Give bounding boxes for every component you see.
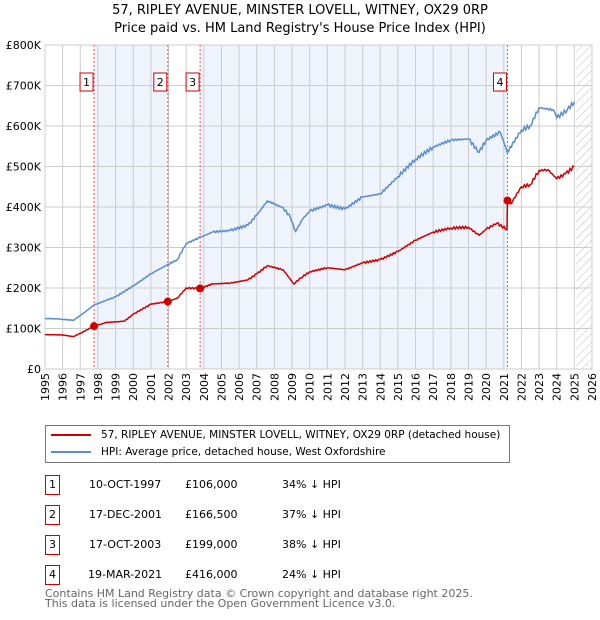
footer: Contains HM Land Registry data © Crown c… xyxy=(45,587,473,610)
sale-point xyxy=(90,322,99,331)
sale-point xyxy=(503,196,512,205)
sale-hpi-diff: 34% ↓ HPI xyxy=(282,478,341,491)
x-tick-label: 2005 xyxy=(215,373,228,401)
x-tick-label: 2016 xyxy=(410,373,423,401)
x-tick-label: 2019 xyxy=(462,373,475,401)
x-tick-label: 1995 xyxy=(39,373,52,401)
x-tick-label: 2026 xyxy=(586,373,599,401)
sale-point xyxy=(196,284,205,293)
sale-date: 19-MAR-2021 xyxy=(88,568,163,581)
x-tick-label: 2004 xyxy=(198,373,211,401)
y-tick-label: £800K xyxy=(6,39,42,52)
sale-label-box xyxy=(153,72,168,92)
y-tick-label: £200K xyxy=(6,282,42,295)
x-tick-label: 2024 xyxy=(551,373,564,401)
x-tick-label: 2008 xyxy=(268,373,281,401)
x-tick-label: 2007 xyxy=(251,373,264,401)
y-tick-label: £600K xyxy=(6,120,42,133)
sale-marker: 1 xyxy=(45,475,60,495)
footer-line-2: This data is licensed under the Open Gov… xyxy=(45,597,396,610)
plot-border xyxy=(44,44,593,370)
sale-label-box xyxy=(492,72,507,92)
x-tick-label: 2012 xyxy=(339,373,352,401)
x-tick-label: 2010 xyxy=(304,373,317,401)
x-tick-label: 2015 xyxy=(392,373,405,401)
legend-label-hpi: HPI: Average price, detached house, West… xyxy=(101,446,386,458)
x-tick-label: 1998 xyxy=(92,373,105,401)
sale-price: £416,000 xyxy=(185,568,238,581)
x-tick-label: 2017 xyxy=(427,373,440,401)
x-tick-label: 2020 xyxy=(480,373,493,401)
chart-title: 57, RIPLEY AVENUE, MINSTER LOVELL, WITNE… xyxy=(112,3,488,18)
sale-marker: 4 xyxy=(45,565,60,585)
x-tick-label: 2023 xyxy=(533,373,546,401)
y-tick-label: £0 xyxy=(27,363,41,376)
sale-label: 4 xyxy=(496,76,503,89)
sale-marker: 2 xyxy=(45,505,60,525)
y-tick-label: £700K xyxy=(6,80,42,93)
x-tick-label: 2001 xyxy=(145,373,158,401)
x-tick-label: 2000 xyxy=(127,373,140,401)
sale-price: £199,000 xyxy=(185,538,238,551)
sale-point xyxy=(163,297,172,306)
sale-date: 17-DEC-2001 xyxy=(89,508,163,521)
x-tick-label: 2021 xyxy=(498,373,511,401)
x-tick-label: 2002 xyxy=(163,373,176,401)
sale-label-box xyxy=(185,72,200,92)
sale-marker: 3 xyxy=(45,535,60,555)
x-tick-label: 2022 xyxy=(515,373,528,401)
sale-price: £106,000 xyxy=(185,478,238,491)
hpi-line xyxy=(44,101,576,322)
legend: 57, RIPLEY AVENUE, MINSTER LOVELL, WITNE… xyxy=(45,425,510,463)
sale-hpi-diff: 37% ↓ HPI xyxy=(282,508,341,521)
sale-label-box xyxy=(79,72,94,92)
x-tick-label: 1999 xyxy=(110,373,123,401)
x-tick-label: 2025 xyxy=(568,373,581,401)
x-tick-label: 2006 xyxy=(233,373,246,401)
sale-date: 10-OCT-1997 xyxy=(89,478,162,491)
footer-line-1: Contains HM Land Registry data © Crown c… xyxy=(45,587,473,600)
sale-date: 17-OCT-2003 xyxy=(89,538,162,551)
chart-subtitle: Price paid vs. HM Land Registry's House … xyxy=(114,21,486,36)
legend-swatch-property xyxy=(51,434,91,436)
y-tick-label: £500K xyxy=(6,161,42,174)
x-tick-label: 1996 xyxy=(57,373,70,401)
y-tick-label: £400K xyxy=(6,201,42,214)
sale-hpi-diff: 24% ↓ HPI xyxy=(282,568,341,581)
x-tick-label: 2014 xyxy=(374,373,387,401)
x-tick-label: 2009 xyxy=(286,373,299,401)
sale-hpi-diff: 38% ↓ HPI xyxy=(282,538,341,551)
sale-label: 1 xyxy=(83,76,90,89)
price-chart: 1995 1996 1997 1998 1999 2000 2001 2002 2003 2004… xyxy=(6,39,599,401)
x-tick-label: 1997 xyxy=(74,373,87,401)
property-price-line xyxy=(45,165,575,338)
x-tick-label: 2013 xyxy=(357,373,370,401)
legend-swatch-hpi xyxy=(51,451,91,453)
sale-label: 2 xyxy=(157,76,164,89)
y-tick-label: £100K xyxy=(6,323,42,336)
y-tick-label: £300K xyxy=(6,242,42,255)
x-tick-label: 2018 xyxy=(445,373,458,401)
legend-label-property: 57, RIPLEY AVENUE, MINSTER LOVELL, WITNE… xyxy=(101,429,501,441)
sale-price: £166,500 xyxy=(185,508,238,521)
sale-label: 3 xyxy=(189,76,196,89)
x-tick-label: 2011 xyxy=(321,373,334,401)
x-tick-label: 2003 xyxy=(180,373,193,401)
